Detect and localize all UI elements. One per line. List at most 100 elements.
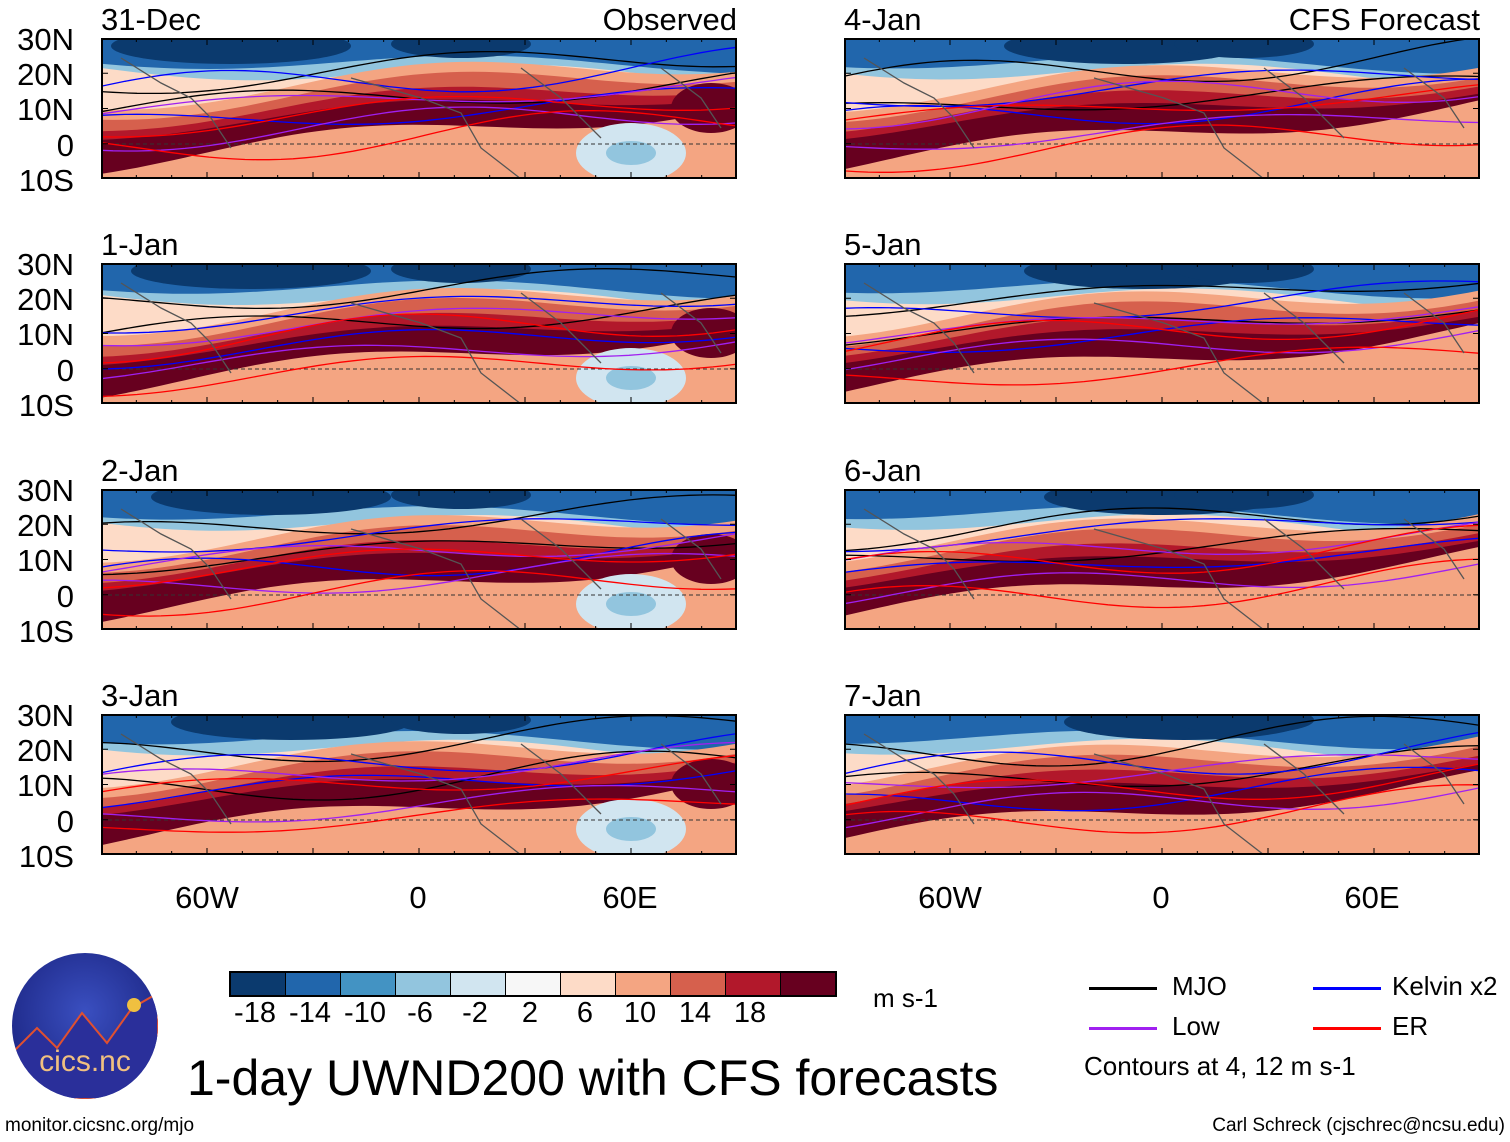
x-tick-label: 0 [1152, 880, 1170, 915]
colorbar-swatch [671, 973, 726, 995]
panel-date: 5-Jan [844, 227, 922, 262]
legend-label: Low [1172, 1011, 1220, 1041]
contour-line [844, 784, 1480, 834]
map-panel [844, 38, 1480, 179]
colorbar-swatch [286, 973, 341, 995]
y-tick-label: 0 [56, 578, 74, 614]
contour-line [101, 769, 737, 809]
contour-line [101, 518, 737, 553]
contour-line [844, 306, 1480, 344]
y-tick-label: 20N [17, 508, 74, 544]
panel-date: 4-Jan [844, 2, 922, 37]
x-tick-label: 60E [1344, 880, 1400, 915]
colorbar-label: 14 [678, 997, 712, 1029]
contour-line [101, 754, 737, 793]
contour-line [844, 83, 1480, 121]
y-tick-label: 10N [17, 768, 74, 804]
contour-line [844, 346, 1480, 386]
y-tick-label: 20N [17, 57, 74, 93]
panel-date: 3-Jan [101, 678, 179, 713]
contour-line [101, 341, 737, 380]
contour-line [844, 280, 1480, 319]
y-tick-label: 0 [56, 352, 74, 388]
coastline [120, 282, 722, 404]
colorbar-swatch [726, 973, 781, 995]
contour-line [844, 124, 1480, 173]
contour-line [844, 537, 1480, 574]
coastline [120, 508, 722, 630]
contour-line [101, 570, 737, 617]
contour-line [101, 798, 737, 833]
legend-swatch [1089, 987, 1157, 990]
y-tick-label: 10S [18, 162, 74, 198]
legend-swatch [1089, 1027, 1157, 1030]
colorbar-swatch [506, 973, 561, 995]
y-tick-label: 10N [17, 543, 74, 579]
colorbar-label: -6 [407, 997, 433, 1029]
legend-label: ER [1392, 1011, 1429, 1041]
contour-line [101, 548, 737, 589]
colorbar-label: -14 [289, 997, 331, 1029]
contour-line [101, 328, 737, 370]
colorbar-label: 2 [521, 997, 539, 1029]
colorbar-swatch [561, 973, 616, 995]
contour-line [101, 355, 737, 398]
footer-credit: Carl Schreck (cjschrec@ncsu.edu) [1212, 1115, 1505, 1136]
contour-line [844, 38, 1479, 83]
coastline [120, 733, 722, 855]
contour-line [844, 80, 1480, 130]
contour-line [101, 540, 737, 576]
contour-line [101, 106, 737, 152]
contour-line [101, 313, 737, 364]
x-tick-label: 0 [409, 880, 427, 915]
map-panel [101, 38, 737, 179]
x-tick-label: 60E [602, 880, 658, 915]
contour-line [844, 329, 1480, 371]
panel-date: 1-Jan [101, 227, 179, 262]
colorbar-label: -18 [234, 997, 276, 1029]
map-panel [101, 263, 737, 404]
map-panel [101, 489, 737, 630]
legend-swatch [1313, 987, 1381, 990]
contour-line [101, 50, 737, 95]
contour-line [101, 531, 737, 577]
contour-line [101, 46, 737, 93]
legend-label: MJO [1172, 971, 1227, 1001]
contour-line [101, 741, 737, 782]
contour-line [101, 494, 737, 535]
colorbar-units: m s-1 [873, 983, 938, 1013]
contour-line [844, 75, 1480, 111]
map-panel [844, 714, 1480, 855]
colorbar-swatch [341, 973, 396, 995]
y-tick-label: 10S [18, 613, 74, 649]
coastline [863, 733, 1465, 855]
panel-date: 2-Jan [101, 453, 179, 488]
colorbar-swatch [616, 973, 671, 995]
contour-line [101, 732, 737, 774]
y-tick-label: 30N [17, 22, 74, 57]
contour-line [101, 532, 737, 573]
colorbar-swatch [396, 973, 451, 995]
panel-header: Observed [602, 2, 737, 37]
colorbar-label: 10 [623, 997, 657, 1029]
contour-line [844, 763, 1480, 807]
footer-url[interactable]: monitor.cicsnc.org/mjo [5, 1115, 195, 1136]
colorbar [229, 971, 837, 997]
colorbar-swatch [231, 973, 286, 995]
y-tick-label: 0 [56, 803, 74, 839]
figure-title: 1-day UWND200 with CFS forecasts [187, 1050, 999, 1106]
colorbar-swatch [781, 973, 835, 995]
contour-line [101, 109, 737, 161]
map-panel [844, 489, 1480, 630]
contour-line [844, 524, 1480, 574]
y-tick-label: 10N [17, 92, 74, 128]
contour-line [844, 113, 1480, 150]
panel-date: 31-Dec [101, 2, 201, 37]
y-tick-label: 10S [18, 838, 74, 874]
contour-line [101, 784, 737, 823]
y-tick-label: 30N [17, 473, 74, 508]
colorbar-swatch [451, 973, 506, 995]
panel-date: 6-Jan [844, 453, 922, 488]
y-tick-label: 10N [17, 317, 74, 353]
contour-line [844, 754, 1480, 789]
